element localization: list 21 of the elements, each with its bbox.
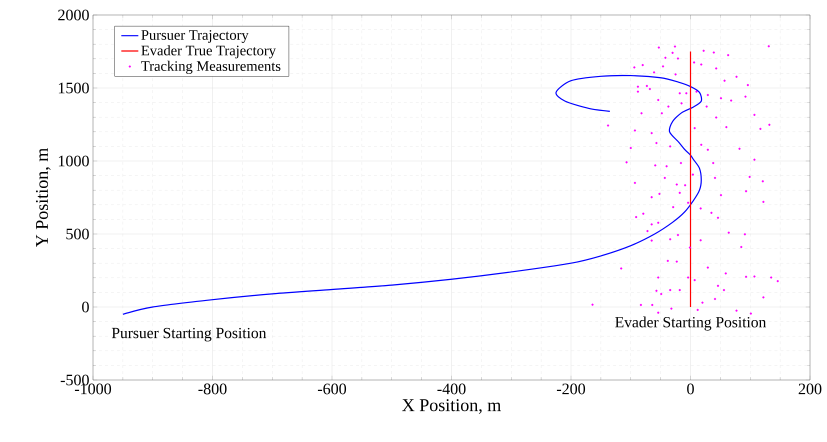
y-axis-title: Y Position, m (36, 148, 51, 248)
x-tick-label: 0 (687, 384, 694, 394)
x-tick-label: -200 (556, 384, 586, 394)
annotation: Evader Starting Position (615, 316, 766, 331)
x-tick-label: -400 (437, 384, 466, 394)
y-tick-label: 0 (82, 302, 89, 312)
x-tick-label: 200 (798, 384, 822, 394)
y-tick-label: 1500 (58, 82, 89, 94)
legend-label: Tracking Measurements (141, 60, 280, 74)
y-tick-label: -500 (60, 374, 89, 386)
y-tick-label: 1000 (58, 156, 89, 166)
x-axis-title: X Position, m (402, 399, 501, 414)
y-tick-label: 500 (66, 228, 89, 240)
x-tick-label: -800 (198, 384, 227, 394)
legend-label: Evader True Trajectory (141, 45, 276, 58)
line-series (122, 74, 702, 315)
x-tick-label: -600 (318, 384, 346, 394)
annotation: Pursuer Starting Position (112, 328, 266, 342)
legend-label: Pursuer Trajectory (141, 30, 249, 43)
x-tick-label: -1000 (74, 384, 112, 394)
y-tick-label: 2000 (58, 10, 89, 20)
